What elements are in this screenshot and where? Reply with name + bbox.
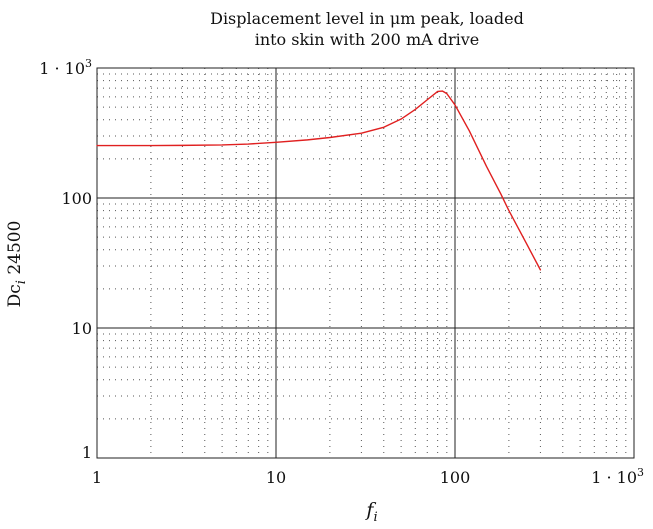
x-tick-label: 10 bbox=[266, 468, 286, 487]
y-axis-label: Dci 24500 bbox=[5, 221, 29, 308]
series-layer bbox=[96, 90, 542, 271]
series-line bbox=[96, 90, 542, 271]
major-grid bbox=[97, 68, 634, 458]
x-tick-label: 1 bbox=[92, 468, 102, 487]
y-tick-label: 1 bbox=[82, 443, 92, 462]
tick-labels: 1 10 100 1 · 103 1 10 100 1 · 103 bbox=[39, 57, 644, 487]
chart-title-line-1: Displacement level in μm peak, loaded bbox=[210, 9, 524, 28]
chart-title-line-2: into skin with 200 mA drive bbox=[255, 30, 480, 49]
grid bbox=[97, 68, 634, 458]
y-tick-label: 100 bbox=[61, 189, 92, 208]
y-tick-label: 10 bbox=[72, 319, 92, 338]
x-tick-label: 1 · 103 bbox=[591, 466, 644, 487]
plot-frame bbox=[96, 67, 635, 459]
x-tick-label: 100 bbox=[440, 468, 471, 487]
y-tick-label: 1 · 103 bbox=[39, 57, 92, 78]
x-axis-label: fi bbox=[364, 499, 377, 525]
